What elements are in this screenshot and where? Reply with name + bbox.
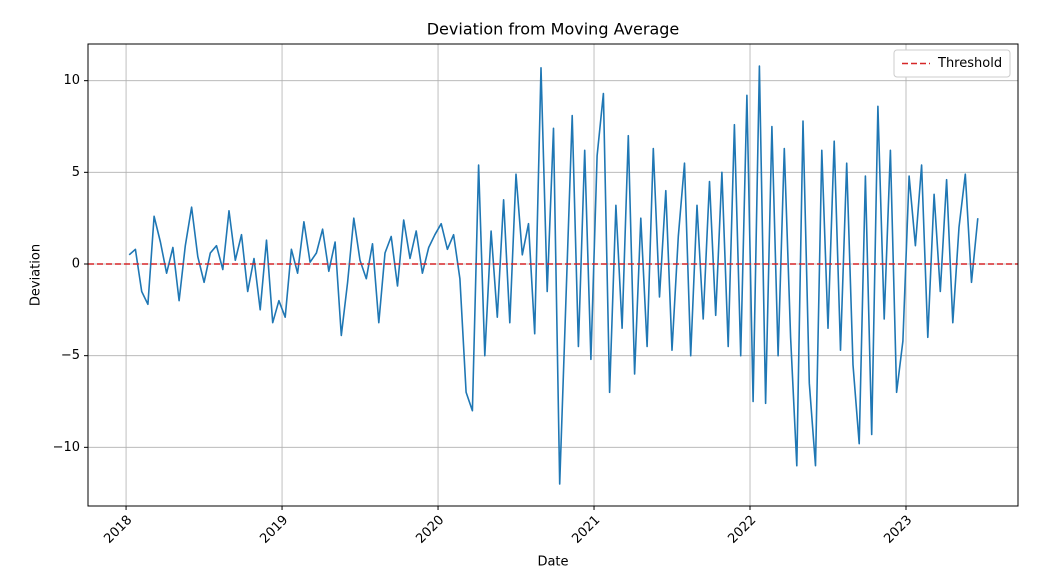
plot-frame xyxy=(87,43,1019,507)
legend-label: Threshold xyxy=(937,56,1002,71)
chart-title: Deviation from Moving Average xyxy=(427,20,680,39)
y-tick-label: 0 xyxy=(72,257,80,272)
x-tick-label: 2021 xyxy=(569,513,603,547)
y-tick-label: 5 xyxy=(72,165,80,180)
data-line xyxy=(128,65,979,485)
x-tick-label: 2018 xyxy=(101,513,135,547)
y-tick-label: −5 xyxy=(61,348,80,363)
x-tick-label: 2023 xyxy=(881,513,915,547)
x-tick-label: 2019 xyxy=(257,513,291,547)
legend-box xyxy=(893,49,1011,78)
y-axis-label: Deviation xyxy=(29,244,44,306)
x-axis-label: Date xyxy=(537,555,568,570)
x-tick-label: 2020 xyxy=(413,513,447,547)
x-tick-label: 2022 xyxy=(725,513,759,547)
y-tick-label: 10 xyxy=(63,73,80,88)
y-tick-label: −10 xyxy=(53,440,80,455)
